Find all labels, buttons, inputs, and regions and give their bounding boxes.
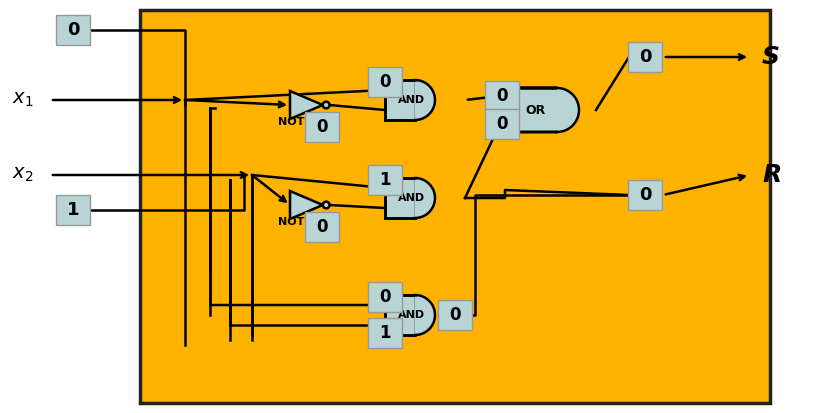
- Text: 1: 1: [379, 324, 390, 342]
- Polygon shape: [415, 295, 435, 335]
- Text: AND: AND: [398, 95, 424, 105]
- Polygon shape: [385, 295, 415, 335]
- FancyBboxPatch shape: [56, 195, 90, 225]
- FancyBboxPatch shape: [485, 109, 519, 139]
- FancyBboxPatch shape: [368, 282, 402, 312]
- Text: 0: 0: [316, 218, 328, 236]
- Text: 0: 0: [496, 87, 508, 105]
- FancyBboxPatch shape: [140, 10, 770, 403]
- Text: 0: 0: [450, 306, 461, 324]
- Polygon shape: [415, 178, 435, 218]
- FancyBboxPatch shape: [368, 318, 402, 348]
- Text: 0: 0: [639, 186, 651, 204]
- Text: OR: OR: [525, 104, 545, 116]
- Polygon shape: [385, 178, 415, 218]
- FancyBboxPatch shape: [628, 42, 662, 72]
- FancyBboxPatch shape: [628, 180, 662, 210]
- FancyBboxPatch shape: [438, 300, 472, 330]
- FancyBboxPatch shape: [368, 165, 402, 195]
- Text: 0: 0: [316, 118, 328, 136]
- FancyBboxPatch shape: [305, 112, 339, 142]
- FancyBboxPatch shape: [305, 212, 339, 242]
- Text: 0: 0: [639, 48, 651, 66]
- Circle shape: [323, 202, 330, 209]
- Circle shape: [323, 102, 330, 108]
- Text: 0: 0: [379, 288, 390, 306]
- Polygon shape: [506, 88, 579, 132]
- Polygon shape: [385, 80, 415, 120]
- Text: AND: AND: [398, 193, 424, 203]
- Text: S: S: [762, 45, 780, 69]
- Polygon shape: [290, 91, 323, 119]
- Text: NOT: NOT: [278, 117, 304, 127]
- Text: NOT: NOT: [278, 217, 304, 227]
- Polygon shape: [415, 80, 435, 120]
- Text: 0: 0: [496, 115, 508, 133]
- Text: 1: 1: [67, 201, 79, 219]
- Text: 1: 1: [379, 171, 390, 189]
- Text: $x_2$: $x_2$: [12, 166, 33, 185]
- FancyBboxPatch shape: [485, 81, 519, 111]
- FancyBboxPatch shape: [368, 67, 402, 97]
- Polygon shape: [290, 191, 323, 219]
- Text: $x_1$: $x_1$: [12, 90, 34, 109]
- Text: AND: AND: [398, 310, 424, 320]
- FancyBboxPatch shape: [56, 15, 90, 45]
- Text: 0: 0: [67, 21, 79, 39]
- Text: 0: 0: [379, 73, 390, 91]
- Text: R: R: [762, 163, 781, 187]
